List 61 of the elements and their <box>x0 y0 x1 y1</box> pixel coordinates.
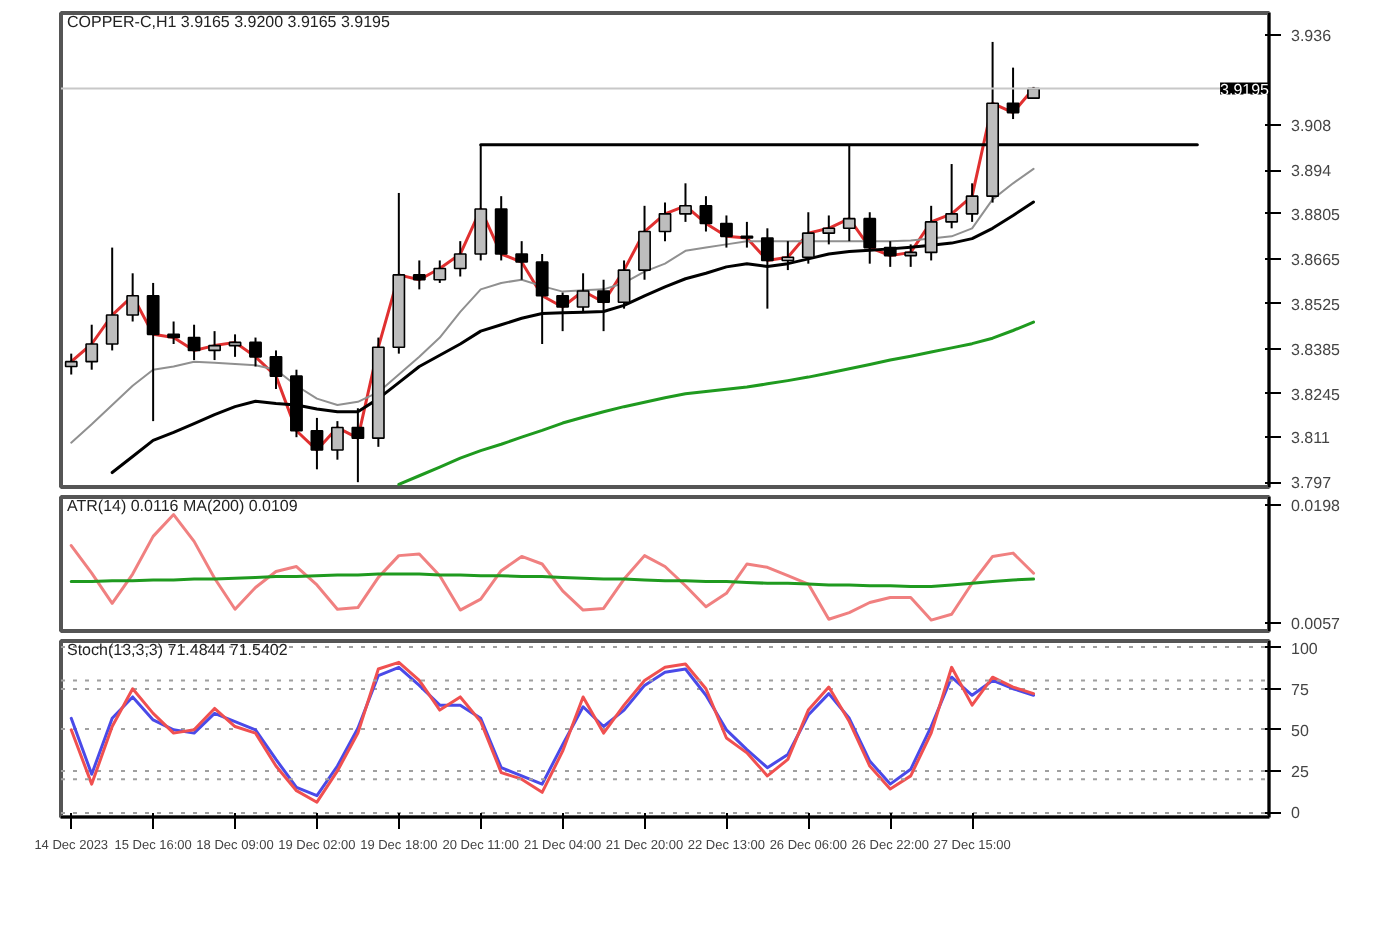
line-series <box>397 320 1036 486</box>
candlestick <box>945 163 959 230</box>
candlestick <box>760 227 774 310</box>
candlestick <box>433 259 447 284</box>
y-tick-label: 3.8385 <box>1291 340 1342 359</box>
candlestick <box>781 240 795 272</box>
candlestick <box>719 214 733 249</box>
candlestick <box>64 352 78 376</box>
y-tick-label: 3.811 <box>1291 429 1331 448</box>
candlestick <box>965 182 979 223</box>
candlestick <box>638 204 651 281</box>
candlestick <box>883 240 897 268</box>
y-tick-label: 3.908 <box>1291 117 1333 136</box>
candlestick <box>494 195 508 262</box>
candlestick <box>249 336 262 368</box>
line-series <box>110 200 1036 475</box>
candlestick <box>822 214 836 246</box>
y-tick-label: 100 <box>1291 639 1319 658</box>
y-tick-label: 3.894 <box>1291 162 1333 181</box>
candlestick <box>699 195 713 233</box>
y-tick-label: 3.936 <box>1291 27 1333 46</box>
y-tick-label: 0 <box>1291 804 1301 823</box>
y-tick-label: 50 <box>1291 721 1310 740</box>
y-tick-label: 0.0198 <box>1291 496 1342 515</box>
candlestick <box>330 420 344 461</box>
candlestick <box>617 259 631 310</box>
y-tick-label: 3.8525 <box>1291 295 1342 314</box>
chart-title: Stoch(13,3,3) 71.4844 71.5402 <box>67 641 289 659</box>
ref-line-label: 3.9195 <box>1220 80 1271 99</box>
y-tick-label: 3.8805 <box>1291 205 1342 224</box>
candlestick <box>515 240 529 281</box>
y-tick-label: 3.8245 <box>1291 385 1342 404</box>
candlestick <box>105 246 119 352</box>
candlestick <box>187 323 201 362</box>
chart-title: ATR(14) 0.0116 MA(200) 0.0109 <box>67 497 299 515</box>
line-series <box>70 167 1035 444</box>
candlestick <box>597 278 611 333</box>
candlestick <box>146 281 160 423</box>
candlestick <box>658 201 672 243</box>
candlestick <box>126 272 140 323</box>
candlestick <box>535 253 549 345</box>
y-tick-label: 3.797 <box>1291 474 1333 493</box>
candlestick <box>801 211 815 265</box>
candlestick <box>310 416 324 471</box>
candlestick <box>679 182 692 223</box>
line-series <box>69 513 1036 622</box>
candlestick <box>576 272 590 313</box>
y-tick-label: 75 <box>1291 680 1310 699</box>
candlestick <box>740 220 754 249</box>
candlestick <box>556 291 570 333</box>
candlestick <box>269 349 283 390</box>
chart-title: COPPER-C,H1 3.9165 3.9200 3.9165 3.9195 <box>67 13 391 31</box>
y-tick-label: 25 <box>1291 762 1310 781</box>
y-tick-label: 3.8665 <box>1291 250 1342 269</box>
candlestick <box>85 323 99 371</box>
y-tick-label: 0.0057 <box>1291 614 1342 633</box>
candlestick <box>412 259 426 291</box>
line-series <box>69 572 1036 589</box>
candlestick <box>208 330 221 362</box>
candlestick <box>863 211 877 265</box>
candlestick <box>453 240 467 278</box>
